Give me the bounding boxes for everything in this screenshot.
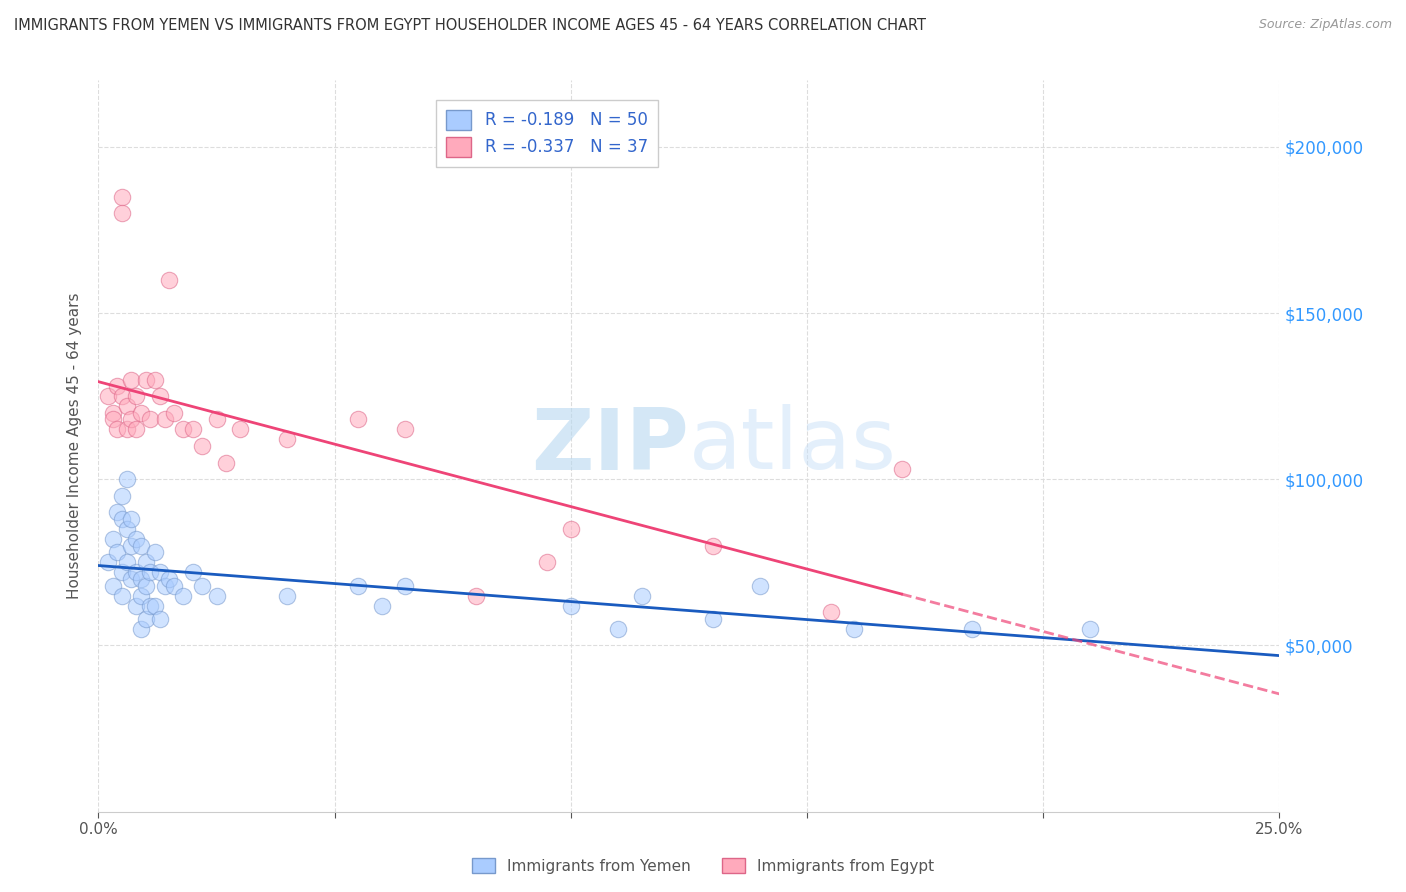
Point bbox=[111, 189, 134, 203]
Point bbox=[111, 589, 134, 603]
Point bbox=[129, 406, 152, 420]
Point bbox=[394, 579, 416, 593]
Point bbox=[844, 622, 866, 636]
Point bbox=[149, 566, 172, 580]
Point bbox=[820, 605, 842, 619]
Point bbox=[129, 539, 152, 553]
Point bbox=[135, 372, 157, 386]
Point bbox=[125, 566, 148, 580]
Point bbox=[702, 539, 724, 553]
Point bbox=[181, 566, 204, 580]
Point bbox=[347, 579, 370, 593]
Point bbox=[125, 389, 148, 403]
Point bbox=[125, 599, 148, 613]
Point bbox=[630, 589, 652, 603]
Point bbox=[139, 566, 162, 580]
Point bbox=[121, 412, 143, 426]
Point bbox=[229, 422, 252, 436]
Point bbox=[560, 599, 582, 613]
Point bbox=[101, 579, 124, 593]
Point bbox=[276, 589, 298, 603]
Point bbox=[560, 522, 582, 536]
Point bbox=[101, 532, 124, 546]
Point bbox=[139, 599, 162, 613]
Point bbox=[121, 372, 143, 386]
Point bbox=[149, 612, 172, 626]
Point bbox=[371, 599, 394, 613]
Point bbox=[129, 589, 152, 603]
Point bbox=[105, 506, 128, 520]
Point bbox=[121, 539, 143, 553]
Point bbox=[115, 422, 138, 436]
Point bbox=[215, 456, 238, 470]
Point bbox=[111, 389, 134, 403]
Point bbox=[143, 599, 166, 613]
Point bbox=[153, 579, 176, 593]
Point bbox=[111, 206, 134, 220]
Point bbox=[105, 545, 128, 559]
Text: IMMIGRANTS FROM YEMEN VS IMMIGRANTS FROM EGYPT HOUSEHOLDER INCOME AGES 45 - 64 Y: IMMIGRANTS FROM YEMEN VS IMMIGRANTS FROM… bbox=[14, 18, 927, 33]
Point bbox=[143, 372, 166, 386]
Y-axis label: Householder Income Ages 45 - 64 years: Householder Income Ages 45 - 64 years bbox=[67, 293, 83, 599]
Point bbox=[135, 555, 157, 569]
Point bbox=[465, 589, 488, 603]
Point bbox=[157, 273, 180, 287]
Point bbox=[125, 422, 148, 436]
Point bbox=[748, 579, 770, 593]
Point bbox=[149, 389, 172, 403]
Point bbox=[125, 532, 148, 546]
Point bbox=[111, 489, 134, 503]
Text: Source: ZipAtlas.com: Source: ZipAtlas.com bbox=[1258, 18, 1392, 31]
Legend: Immigrants from Yemen, Immigrants from Egypt: Immigrants from Yemen, Immigrants from E… bbox=[465, 852, 941, 880]
Point bbox=[205, 412, 228, 426]
Text: ZIP: ZIP bbox=[531, 404, 689, 488]
Point bbox=[129, 572, 152, 586]
Point bbox=[191, 439, 214, 453]
Point bbox=[135, 579, 157, 593]
Point bbox=[139, 412, 162, 426]
Point bbox=[153, 412, 176, 426]
Point bbox=[702, 612, 724, 626]
Point bbox=[111, 512, 134, 526]
Point bbox=[135, 612, 157, 626]
Point bbox=[607, 622, 630, 636]
Point bbox=[205, 589, 228, 603]
Point bbox=[890, 462, 912, 476]
Point bbox=[962, 622, 984, 636]
Point bbox=[101, 406, 124, 420]
Point bbox=[191, 579, 214, 593]
Point bbox=[121, 512, 143, 526]
Point bbox=[536, 555, 558, 569]
Point bbox=[172, 422, 194, 436]
Point bbox=[163, 579, 186, 593]
Point bbox=[1080, 622, 1102, 636]
Legend: R = -0.189   N = 50, R = -0.337   N = 37: R = -0.189 N = 50, R = -0.337 N = 37 bbox=[436, 100, 658, 167]
Point bbox=[394, 422, 416, 436]
Point bbox=[172, 589, 194, 603]
Point bbox=[97, 555, 120, 569]
Point bbox=[143, 545, 166, 559]
Point bbox=[115, 522, 138, 536]
Point bbox=[115, 472, 138, 486]
Point bbox=[163, 406, 186, 420]
Text: atlas: atlas bbox=[689, 404, 897, 488]
Point bbox=[111, 566, 134, 580]
Point bbox=[97, 389, 120, 403]
Point bbox=[129, 622, 152, 636]
Point bbox=[101, 412, 124, 426]
Point bbox=[105, 422, 128, 436]
Point bbox=[105, 379, 128, 393]
Point bbox=[157, 572, 180, 586]
Point bbox=[115, 399, 138, 413]
Point bbox=[181, 422, 204, 436]
Point bbox=[347, 412, 370, 426]
Point bbox=[276, 433, 298, 447]
Point bbox=[121, 572, 143, 586]
Point bbox=[115, 555, 138, 569]
